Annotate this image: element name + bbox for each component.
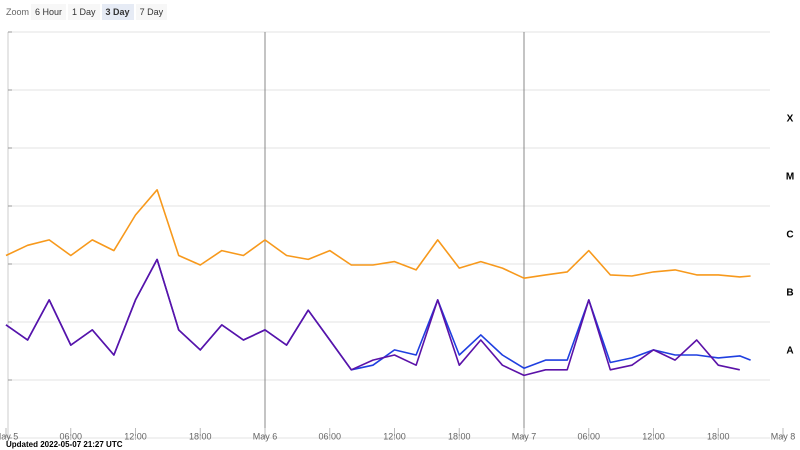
flux-line: [5, 189, 751, 279]
x-tick-label: 18:00: [189, 431, 212, 441]
flux-line: [5, 258, 740, 377]
updated-text: Updated 2022-05-07 21:27 UTC: [6, 440, 123, 449]
band-label: M: [786, 172, 794, 183]
x-tick-label: 12:00: [124, 431, 147, 441]
x-tick-label: 18:00: [707, 431, 730, 441]
x-tick-label: May 7: [512, 431, 537, 441]
band-label: X: [787, 114, 794, 125]
band-label: B: [786, 288, 793, 299]
x-tick-label: May 8: [771, 431, 796, 441]
band-label: C: [786, 230, 793, 241]
x-tick-label: 12:00: [642, 431, 665, 441]
x-tick-label: 12:00: [383, 431, 406, 441]
band-label: A: [786, 346, 793, 357]
x-tick-label: 06:00: [577, 431, 600, 441]
zoom-bar: Zoom 6 Hour 1 Day 3 Day 7 Day: [6, 4, 168, 20]
flux-line: [5, 258, 751, 371]
x-tick-label: May 6: [253, 431, 278, 441]
x-tick-label: 18:00: [448, 431, 471, 441]
zoom-button[interactable]: 1 Day: [68, 4, 100, 20]
x-tick-label: 06:00: [59, 431, 82, 441]
zoom-button[interactable]: 6 Hour: [31, 4, 67, 20]
zoom-button[interactable]: 3 Day: [101, 4, 134, 20]
x-tick-label: May 5: [0, 431, 18, 441]
zoom-label: Zoom: [6, 7, 30, 17]
zoom-button[interactable]: 7 Day: [135, 4, 168, 20]
x-tick-label: 06:00: [318, 431, 341, 441]
